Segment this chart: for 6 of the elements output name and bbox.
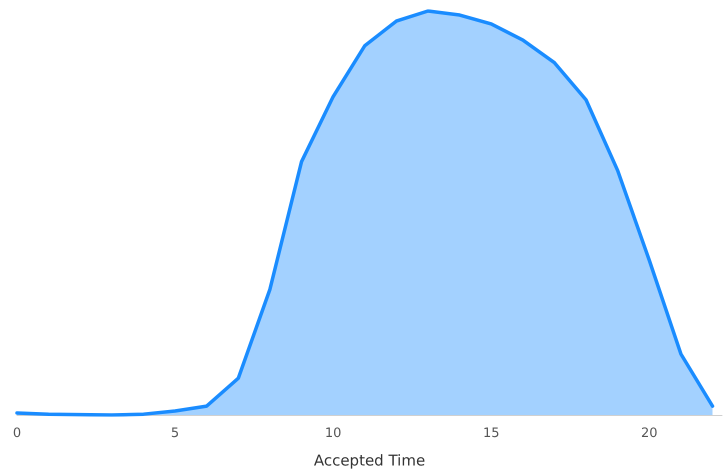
x-tick-label: 5 <box>170 426 180 441</box>
x-tick-label: 0 <box>12 426 22 441</box>
x-tick-label: 20 <box>641 426 658 441</box>
x-tick-label: 10 <box>324 426 342 441</box>
x-tick-label: 15 <box>482 426 500 441</box>
x-axis-title: Accepted Time <box>314 452 426 470</box>
